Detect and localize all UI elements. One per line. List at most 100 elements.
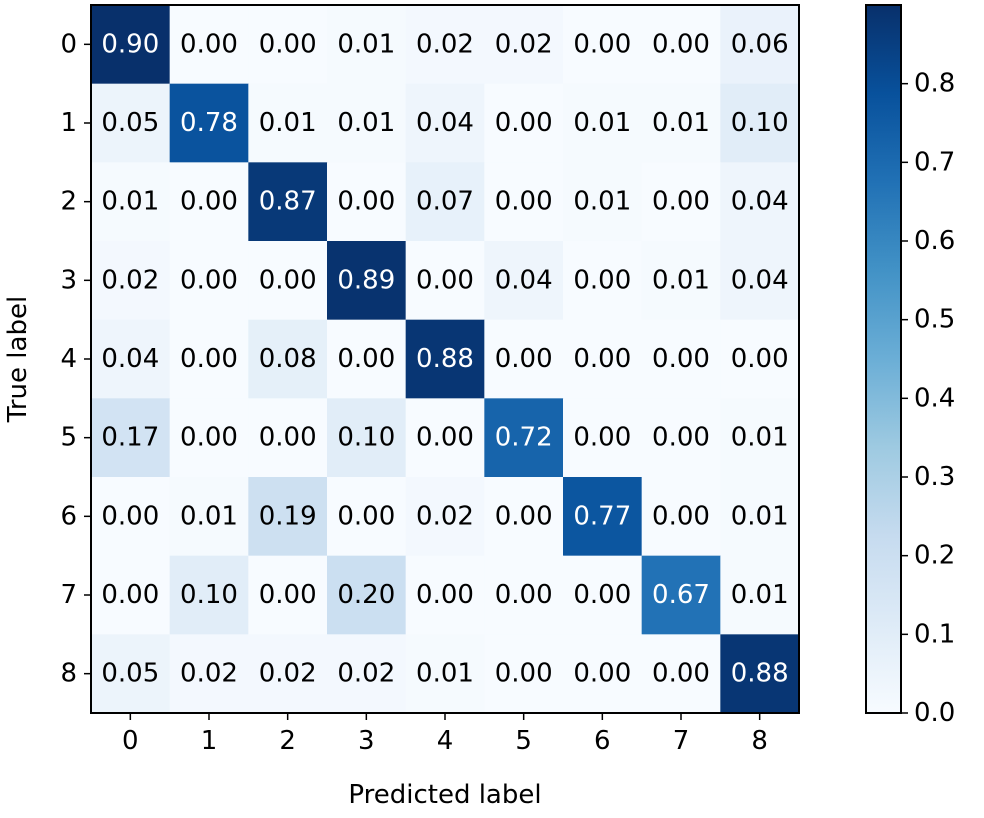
cell-value-label: 0.67 (652, 580, 710, 610)
heatmap-cell (327, 319, 407, 399)
heatmap-cell (720, 5, 800, 85)
heatmap-cell (563, 398, 643, 478)
heatmap-cell (641, 555, 721, 635)
heatmap-cell (327, 634, 407, 714)
heatmap-cell (91, 398, 171, 478)
cell-value-label: 0.01 (337, 108, 395, 138)
x-tick-label: 5 (515, 726, 532, 756)
x-tick-label: 8 (751, 726, 768, 756)
heatmap-cell (720, 162, 800, 242)
heatmap-cell (169, 162, 249, 242)
cell-value-label: 0.00 (495, 187, 553, 217)
cell-value-label: 0.04 (416, 108, 474, 138)
cell-value-label: 0.00 (180, 187, 238, 217)
heatmap-cell (641, 241, 721, 321)
cell-value-label: 0.00 (495, 580, 553, 610)
cell-value-label: 0.00 (731, 344, 789, 374)
cell-value-label: 0.00 (495, 501, 553, 531)
heatmap-cell (484, 634, 564, 714)
heatmap-cell (91, 634, 171, 714)
x-tick-label: 1 (201, 726, 218, 756)
cell-value-label: 0.01 (337, 29, 395, 59)
heatmap-cell (484, 398, 564, 478)
heatmap-cell (169, 477, 249, 557)
cell-value-label: 0.78 (180, 108, 238, 138)
cell-value-label: 0.08 (259, 344, 317, 374)
y-tick-label: 3 (60, 265, 77, 295)
cell-value-label: 0.00 (337, 187, 395, 217)
cell-value-label: 0.07 (416, 187, 474, 217)
heatmap-cell (248, 398, 328, 478)
cell-value-label: 0.01 (259, 108, 317, 138)
x-tick-label: 2 (279, 726, 296, 756)
cell-value-label: 0.00 (180, 265, 238, 295)
heatmap-cell (91, 477, 171, 557)
heatmap-cell (405, 241, 485, 321)
cell-value-label: 0.00 (573, 344, 631, 374)
heatmap-cell (327, 555, 407, 635)
cell-value-label: 0.00 (180, 423, 238, 453)
x-axis-label: Predicted label (348, 780, 541, 810)
heatmap-cell (248, 319, 328, 399)
heatmap-cell (327, 477, 407, 557)
colorbar-tick-label: 0.5 (914, 305, 955, 335)
heatmap-cell (720, 477, 800, 557)
x-tick-label: 6 (594, 726, 611, 756)
cell-value-label: 0.00 (337, 501, 395, 531)
heatmap-cell (641, 83, 721, 163)
cell-value-label: 0.05 (101, 108, 159, 138)
heatmap-cell (91, 241, 171, 321)
cell-value-label: 0.10 (731, 108, 789, 138)
cell-value-label: 0.00 (652, 659, 710, 689)
y-tick-label: 8 (60, 659, 77, 689)
heatmap-cell (484, 241, 564, 321)
cell-value-label: 0.02 (180, 659, 238, 689)
y-axis-label: True label (3, 296, 33, 423)
colorbar-tick-label: 0.1 (914, 619, 955, 649)
cell-value-label: 0.00 (416, 580, 474, 610)
heatmap-cell (484, 162, 564, 242)
cell-value-label: 0.00 (101, 580, 159, 610)
cell-value-label: 0.00 (416, 423, 474, 453)
heatmap-cell (563, 555, 643, 635)
heatmap-cell (563, 634, 643, 714)
heatmap-cell (563, 319, 643, 399)
cell-value-label: 0.88 (416, 344, 474, 374)
cell-value-label: 0.04 (495, 265, 553, 295)
cell-value-label: 0.00 (573, 423, 631, 453)
heatmap-cell (641, 319, 721, 399)
cell-value-label: 0.10 (337, 423, 395, 453)
x-axis-ticks: 0 1 2 3 4 5 6 7 8 (122, 713, 768, 756)
heatmap-cell (169, 634, 249, 714)
heatmap-cell (91, 5, 171, 85)
cell-value-label: 0.87 (259, 187, 317, 217)
heatmap-cell (484, 477, 564, 557)
colorbar-ticks: 0.0 0.1 0.2 0.3 0.4 0.5 0.6 0.7 0.8 (901, 69, 955, 728)
heatmap-cell (248, 5, 328, 85)
cell-value-label: 0.17 (101, 423, 159, 453)
cell-value-label: 0.00 (573, 265, 631, 295)
cell-value-label: 0.90 (101, 29, 159, 59)
heatmap-cell (405, 398, 485, 478)
cell-value-label: 0.02 (416, 29, 474, 59)
cell-value-label: 0.00 (652, 423, 710, 453)
heatmap-cell (720, 555, 800, 635)
heatmap-cell (169, 83, 249, 163)
heatmap-cell (327, 162, 407, 242)
heatmap-cell (405, 634, 485, 714)
heatmap-cell (641, 5, 721, 85)
cell-value-label: 0.00 (495, 108, 553, 138)
cell-value-label: 0.01 (731, 580, 789, 610)
heatmap-cell (327, 5, 407, 85)
cell-value-label: 0.01 (573, 187, 631, 217)
heatmap-cell (641, 162, 721, 242)
cell-value-label: 0.01 (180, 501, 238, 531)
heatmap-cell (405, 83, 485, 163)
cell-value-label: 0.00 (337, 344, 395, 374)
y-tick-label: 4 (60, 344, 77, 374)
heatmap-cell (91, 83, 171, 163)
cell-value-label: 0.88 (731, 659, 789, 689)
y-tick-label: 6 (60, 501, 77, 531)
heatmap-cell (248, 634, 328, 714)
heatmap-cell (563, 83, 643, 163)
